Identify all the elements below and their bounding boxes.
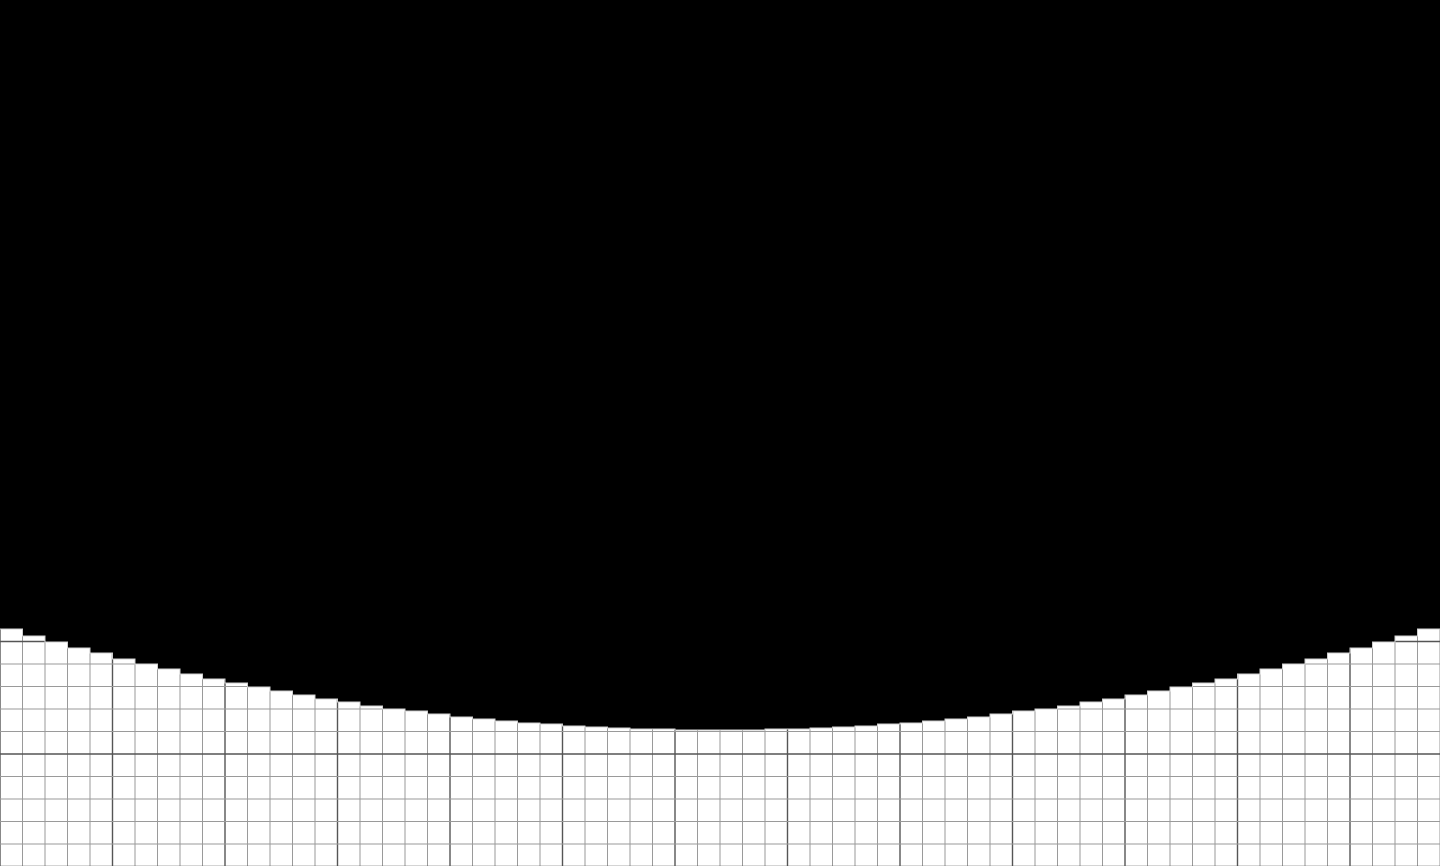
grid-horizon-edge xyxy=(0,628,1440,731)
